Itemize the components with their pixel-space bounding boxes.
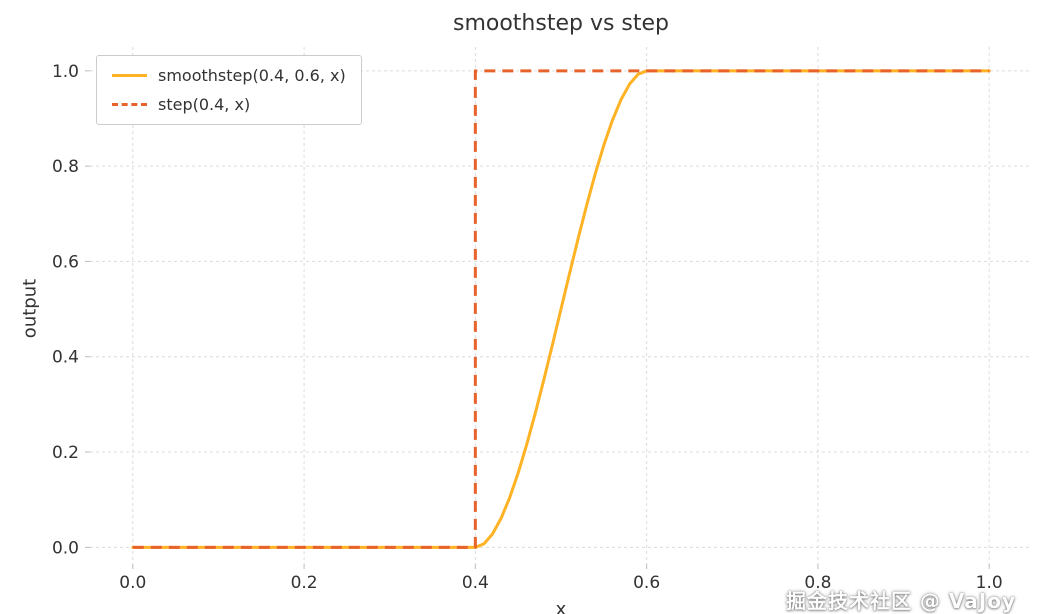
- x-tick-label: 1.0: [976, 573, 1003, 593]
- y-tick-label: 0.4: [52, 348, 79, 368]
- y-tick-label: 0.6: [52, 252, 79, 272]
- x-tick-label: 0.4: [462, 573, 489, 593]
- x-axis-label: x: [555, 599, 567, 614]
- series-line-smoothstep: [131, 69, 991, 549]
- legend-label-smoothstep: smoothstep(0.4, 0.6, x): [158, 66, 346, 85]
- y-tick-label: 0.8: [52, 157, 79, 177]
- x-tick-label: 0.2: [291, 573, 318, 593]
- legend-label-step: step(0.4, x): [158, 95, 251, 114]
- legend-item-smoothstep: smoothstep(0.4, 0.6, x): [112, 66, 346, 85]
- legend-item-step: step(0.4, x): [112, 95, 346, 114]
- y-tick-label: 0.2: [52, 443, 79, 463]
- y-tick-label: 1.0: [52, 62, 79, 82]
- legend-swatch-step: [112, 103, 147, 106]
- series-line-step: [132, 69, 990, 549]
- x-tick-label: 0.6: [633, 573, 660, 593]
- chart-title: smoothstep vs step: [452, 11, 670, 36]
- y-tick-label: 0.0: [52, 538, 79, 558]
- y-axis-label: output: [19, 278, 41, 339]
- legend: smoothstep(0.4, 0.6, x) step(0.4, x): [96, 55, 362, 125]
- x-tick-label: 0.0: [119, 573, 146, 593]
- watermark: 掘金技术社区 @ VaJoy: [785, 589, 1016, 613]
- x-tick-label: 0.8: [804, 573, 831, 593]
- legend-swatch-smoothstep: [112, 74, 147, 77]
